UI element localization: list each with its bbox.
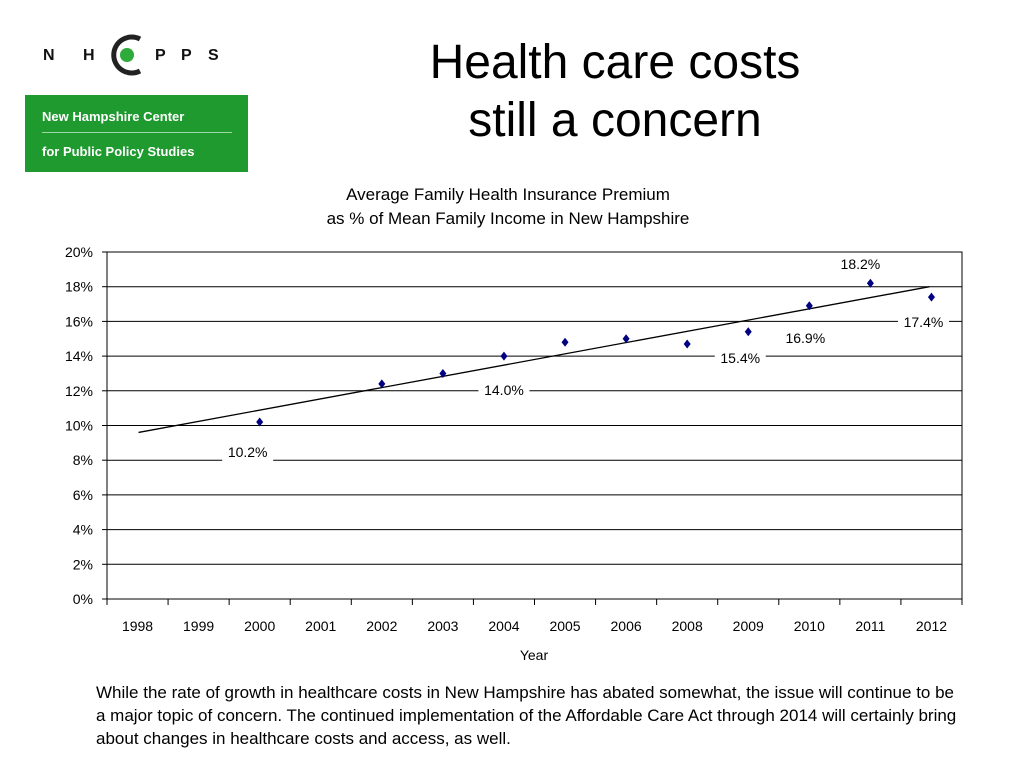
x-tick-label: 2005 xyxy=(549,618,580,634)
data-label: 17.4% xyxy=(904,314,944,330)
data-label-bg xyxy=(714,347,766,368)
x-axis-title: Year xyxy=(520,647,549,663)
x-tick-label: 1999 xyxy=(183,618,214,634)
y-tick-label: 8% xyxy=(73,452,93,468)
logo-line-1: New Hampshire Center xyxy=(42,109,185,124)
caption-text: While the rate of growth in healthcare c… xyxy=(96,683,957,748)
data-points xyxy=(256,278,935,427)
x-tick-label: 2000 xyxy=(244,618,275,634)
data-point xyxy=(866,278,874,288)
slide-title-line-1: Health care costs xyxy=(429,36,801,89)
data-point xyxy=(561,337,569,347)
data-point xyxy=(744,327,752,337)
x-tick-label: 2012 xyxy=(916,618,947,634)
chart-title: Average Family Health Insurance Premium … xyxy=(250,183,766,231)
logo-divider xyxy=(42,132,232,133)
data-point xyxy=(378,379,386,389)
logo-wordmark-area: N H P P S xyxy=(25,17,248,95)
data-label: 18.2% xyxy=(841,256,881,272)
slide-title: Health care costs still a concern xyxy=(300,34,930,150)
x-tick-label: 2011 xyxy=(855,618,885,634)
data-label-bg xyxy=(222,442,274,463)
data-labels: 10.2% 14.0% 15.4% 16.9% 18.2% 17.4% xyxy=(222,254,949,463)
data-point xyxy=(622,334,630,344)
x-tick-label: 1998 xyxy=(122,618,153,634)
y-tick-label: 6% xyxy=(73,487,93,503)
x-tick-label: 2002 xyxy=(366,618,397,634)
data-point xyxy=(439,368,447,378)
premium-chart: 0% 2% 4% 6% 8% 10% 12% 14% 16% 18% 20% 1998 1999 2000… xyxy=(65,244,963,663)
data-label-bg xyxy=(478,380,530,401)
data-label: 15.4% xyxy=(720,350,760,366)
x-tick-label: 2008 xyxy=(672,618,703,634)
x-tick-label: 2006 xyxy=(611,618,642,634)
data-point xyxy=(256,417,264,427)
x-tick-label: 2009 xyxy=(733,618,764,634)
data-label: 14.0% xyxy=(484,382,524,398)
y-tick-label: 16% xyxy=(65,313,93,329)
logo-line-2: for Public Policy Studies xyxy=(42,144,195,159)
chart-title-line-2: as % of Mean Family Income in New Hampsh… xyxy=(326,209,690,228)
axes: 0% 2% 4% 6% 8% 10% 12% 14% 16% 18% 20% 1998 1999 2000… xyxy=(65,244,963,634)
y-tick-label: 2% xyxy=(73,556,93,572)
data-point xyxy=(805,301,813,311)
y-tick-label: 14% xyxy=(65,348,93,364)
data-point xyxy=(500,351,508,361)
data-label: 16.9% xyxy=(785,330,825,346)
data-label-bg xyxy=(834,254,886,275)
data-point xyxy=(927,292,935,302)
chart-title-line-1: Average Family Health Insurance Premium xyxy=(346,185,670,204)
y-tick-label: 0% xyxy=(73,591,93,607)
x-tick-label: 2003 xyxy=(427,618,458,634)
y-tick-label: 20% xyxy=(65,244,93,260)
slide-title-line-2: still a concern xyxy=(468,94,762,147)
x-tick-label: 2004 xyxy=(488,618,519,634)
x-tick-label: 2010 xyxy=(794,618,825,634)
y-tick-label: 12% xyxy=(65,383,93,399)
nhcpps-logo: N H P P S New Hampshire Center for Publi… xyxy=(25,17,248,172)
logo-name-band: New Hampshire Center for Public Policy S… xyxy=(25,95,248,172)
x-tick-label: 2001 xyxy=(305,618,336,634)
trendline-layer xyxy=(138,286,930,434)
data-label-bg xyxy=(897,312,949,333)
data-label: 10.2% xyxy=(228,444,268,460)
trendline xyxy=(138,286,930,434)
logo-c-dot-icon xyxy=(111,34,142,76)
y-tick-label: 18% xyxy=(65,279,93,295)
data-label-bg xyxy=(779,327,831,348)
y-tick-label: 10% xyxy=(65,418,93,434)
data-point xyxy=(683,339,691,349)
y-tick-label: 4% xyxy=(73,522,93,538)
